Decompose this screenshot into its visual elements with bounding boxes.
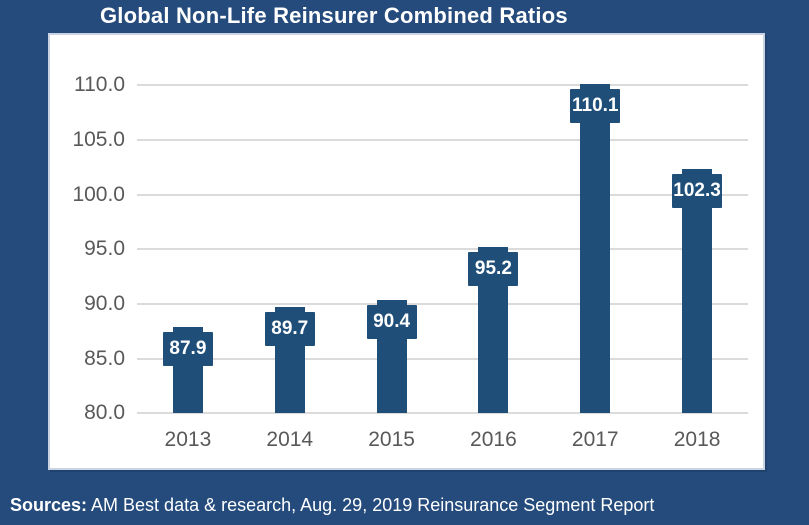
x-axis-tick-2018: 2018 (673, 428, 721, 451)
gridline-95 (137, 248, 748, 251)
gridline-100 (137, 193, 748, 196)
y-axis-tick-100: 100.0 (72, 182, 125, 206)
gridline-105 (137, 138, 748, 141)
value-label-2016: 95.2 (468, 252, 519, 286)
y-axis-tick-85: 85.0 (84, 346, 125, 370)
x-axis-tick-2016: 2016 (470, 428, 517, 451)
gridline-90 (137, 302, 748, 305)
source-text: AM Best data & research, Aug. 29, 2019 R… (87, 495, 655, 515)
x-axis-tick-2013: 2013 (164, 428, 212, 451)
value-label-2014: 89.7 (264, 312, 315, 347)
bar-2017 (580, 84, 611, 414)
y-axis-tick-90: 90.0 (84, 291, 125, 315)
plot-area: 80.0 85.0 90.0 95.0 100.0 105.0 110.0 87.9 2013 8… (48, 33, 765, 470)
x-axis-tick-2015: 2015 (368, 428, 415, 451)
chart-title: Global Non-Life Reinsurer Combined Ratio… (100, 3, 568, 28)
value-label-2018: 102.3 (672, 174, 723, 209)
y-axis-tick-95: 95.0 (84, 237, 125, 261)
gridline-110 (137, 84, 748, 87)
gridline-85 (137, 357, 748, 360)
source-line: Sources: AM Best data & research, Aug. 2… (10, 495, 654, 516)
y-axis-tick-105: 105.0 (72, 127, 125, 151)
y-axis-tick-110: 110.0 (74, 73, 125, 97)
y-axis-tick-80: 80.0 (84, 401, 125, 425)
bar-2018 (682, 169, 713, 414)
value-label-2017: 110.1 (570, 89, 621, 123)
x-axis-tick-2017: 2017 (571, 428, 619, 451)
value-label-2013: 87.9 (162, 331, 213, 366)
x-axis-tick-2014: 2014 (266, 428, 314, 451)
source-label: Sources: (10, 495, 88, 515)
value-label-2015: 90.4 (366, 304, 417, 339)
gridline-80 (137, 412, 748, 415)
